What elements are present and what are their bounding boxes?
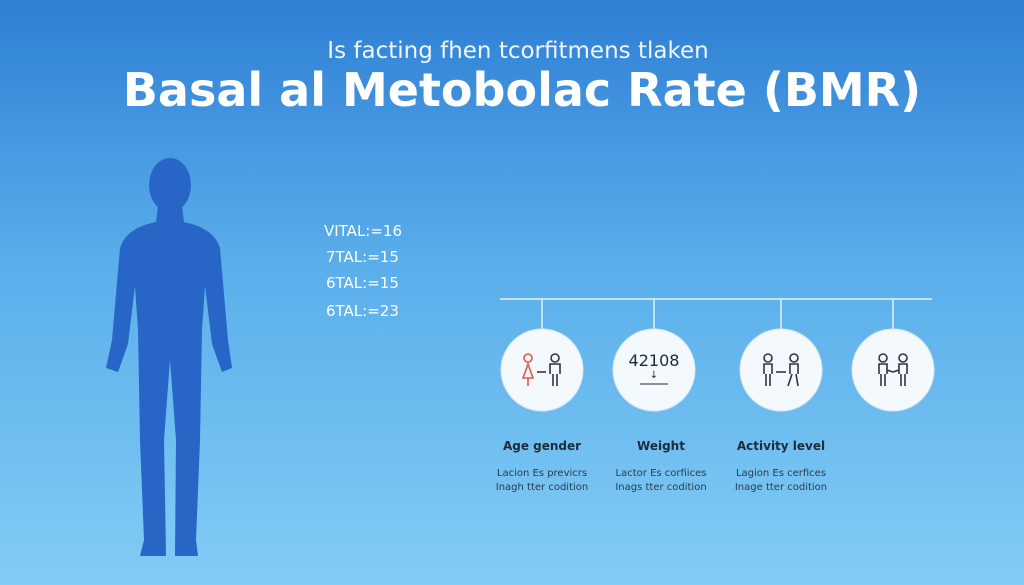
node-circles: [500, 328, 935, 412]
title: Basal al Metobolac Rate (BMR): [123, 63, 921, 117]
node-description: Lacion Es previcrs: [497, 468, 587, 479]
icon-exercise: [878, 353, 908, 386]
node-description: Inags tter codition: [615, 482, 706, 493]
stat: 6TAL:=15: [326, 274, 399, 292]
icon-age-gender: [521, 353, 561, 386]
timeline: [500, 298, 932, 329]
node-label: Weight: [637, 439, 685, 453]
node-description: Lagion Es cerfices: [736, 468, 826, 479]
stat: VITAL:=16: [324, 222, 402, 240]
node-value: 42108: [629, 351, 680, 370]
icon-activity: [763, 353, 799, 387]
stat: 7TAL:=15: [326, 248, 399, 266]
node-label: Age gender: [503, 439, 581, 453]
node-description: Lactor Es corfiices: [616, 468, 707, 479]
node-description: Inage tter codition: [735, 482, 827, 493]
node-description: Inagh tter codition: [496, 482, 588, 493]
node-label: Activity level: [737, 439, 825, 453]
stat: 6TAL:=23: [326, 302, 399, 320]
node-arrow: ↓: [650, 370, 658, 381]
human-silhouette: [106, 158, 232, 556]
subtitle: Is facting fhen tcorfitmens tlaken: [327, 38, 708, 64]
